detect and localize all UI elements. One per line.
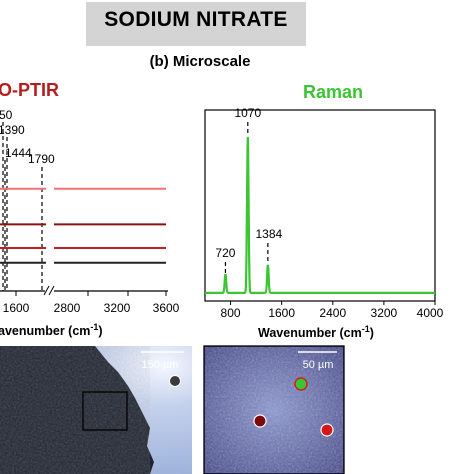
measurement-point-darkred (253, 414, 267, 428)
figure-title-background (86, 2, 306, 46)
optir-axis-break (43, 285, 55, 296)
optir-tick-2800: 2800 (54, 301, 81, 315)
optir-chart: 1600 2800 3200 3600 avenumber (cm-1) 50 … (0, 108, 180, 338)
optir-tick-3600: 3600 (153, 301, 180, 315)
optir-peak-label-1790: 1790 (28, 152, 55, 166)
optical-image-right: 50 µm (203, 345, 345, 474)
optir-series-1-left (0, 223, 46, 226)
scale-label-right: 50 µm (303, 359, 334, 371)
region-of-interest-box (82, 391, 128, 431)
raman-peak-markers (224, 122, 269, 274)
figure-title: SODIUM NITRATE (104, 8, 288, 31)
raman-tick-3200: 3200 (371, 306, 398, 320)
figure-subtitle: (b) Microscale (149, 53, 251, 70)
measurement-point-red (320, 423, 334, 437)
optir-x-axis-label: avenumber (cm-1) (0, 322, 103, 338)
raman-peak-label-720: 720 (215, 246, 235, 260)
optir-tick-3200: 3200 (104, 301, 131, 315)
raman-tick-4000: 4000 (417, 306, 444, 320)
scale-label-left: 150 µm (142, 359, 179, 371)
optir-series-2-left (0, 247, 46, 249)
optir-series-3-left (0, 261, 46, 264)
raman-x-axis-label: Wavenumber (cm-1) (258, 324, 374, 340)
measurement-point-green (294, 377, 308, 391)
raman-peak-label-1384: 1384 (256, 227, 283, 241)
optir-peak-label-50: 50 (0, 108, 13, 122)
optir-peak-label-1390: 1390 (0, 123, 25, 137)
optir-peak-label-1444: 1444 (5, 146, 32, 160)
raman-chart-title: Raman (303, 82, 364, 102)
optir-tick-1600: 1600 (3, 301, 30, 315)
optir-chart-title: O-PTIR (0, 80, 59, 100)
optir-series-group (0, 187, 166, 264)
optir-series-0-left (0, 187, 46, 190)
raman-peak-label-1070: 1070 (234, 106, 261, 120)
optical-image-left: 150 µm (0, 346, 192, 474)
raman-spectrum-line (205, 136, 435, 294)
raman-tick-1600: 1600 (268, 306, 295, 320)
optir-x-ticks (15, 291, 167, 296)
raman-chart: 800 1600 2400 3200 4000 Wavenumber (cm-1… (204, 106, 444, 340)
measurement-point-marker (169, 375, 181, 387)
raman-tick-800: 800 (221, 306, 241, 320)
raman-x-ticks (230, 301, 436, 305)
raman-plot-frame (204, 109, 436, 302)
raman-tick-2400: 2400 (319, 306, 346, 320)
